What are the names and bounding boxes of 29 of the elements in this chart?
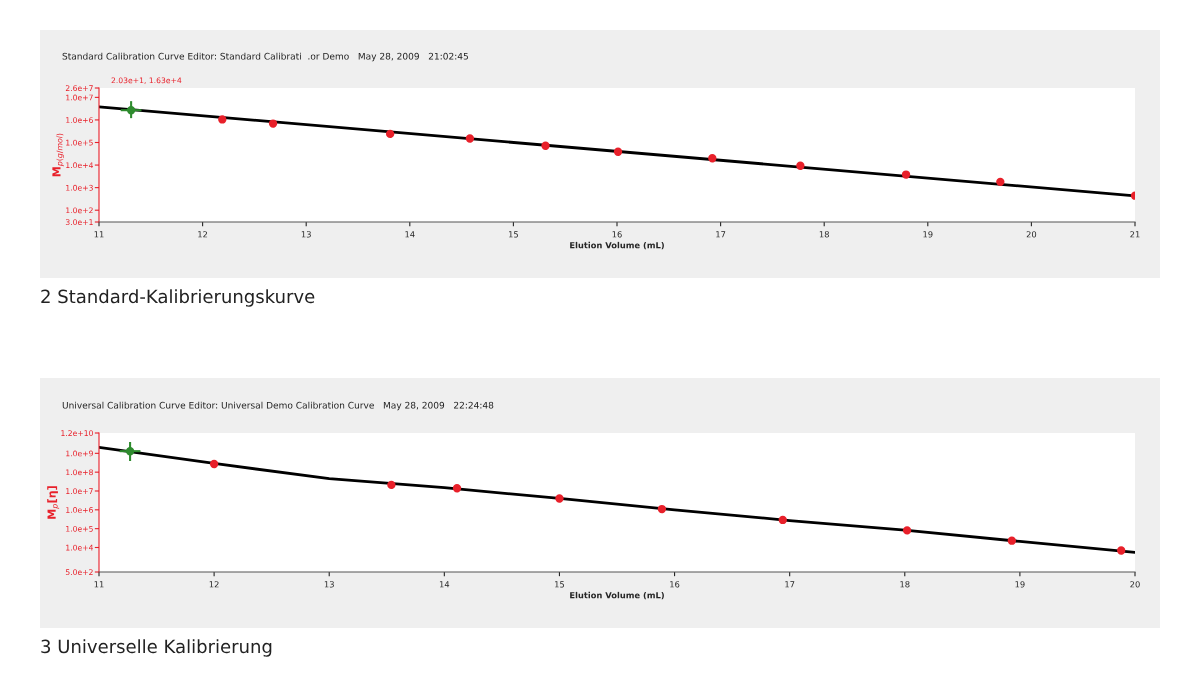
x-tick-label: 17 (785, 581, 795, 588)
x-tick-label: 20 (1130, 581, 1140, 588)
x-tick-label: 12 (198, 231, 208, 238)
x-tick-label: 17 (716, 231, 726, 238)
x-tick-label: 13 (324, 581, 334, 588)
x-tick-label: 19 (1015, 581, 1025, 588)
x-tick-label: 11 (94, 581, 104, 588)
x-tick-label: 19 (923, 231, 933, 238)
x-tick-label: 15 (555, 581, 565, 588)
x-axis-title: Elution Volume (mL) (570, 591, 664, 600)
x-tick-label: 18 (819, 231, 829, 238)
chart-title: Standard Calibration Curve Editor: Standard Calibrati .or Demo May 28, 2009 21:02:45 (62, 52, 468, 62)
x-tick-label: 15 (509, 231, 518, 238)
x-tick-label: 16 (670, 581, 680, 588)
chart-title: Universal Calibration Curve Editor: Universal Demo Calibration Curve May 28, 2009 22:24:48 (62, 401, 494, 411)
x-tick-label: 16 (612, 231, 622, 238)
x-tick-label: 18 (900, 581, 910, 588)
text: 2 Standard-Kalibrierungskurve (41, 289, 315, 307)
x-axis-title: Elution Volume (mL) (570, 241, 664, 250)
x-tick-label: 11 (94, 231, 104, 238)
x-tick-label: 14 (405, 231, 415, 238)
x-tick-label: 14 (439, 581, 450, 588)
x-tick-label: 13 (301, 231, 311, 238)
text: 3 Universelle Kalibrierung (41, 639, 272, 657)
y-axis-title: M$_{p}$[η] (47, 486, 60, 519)
x-tick-label: 21 (1130, 231, 1140, 238)
x-tick-label: 20 (1026, 231, 1037, 238)
y-axis-title: M$_{p(g/mol)}$ (52, 133, 64, 177)
x-tick-label: 12 (209, 581, 219, 588)
